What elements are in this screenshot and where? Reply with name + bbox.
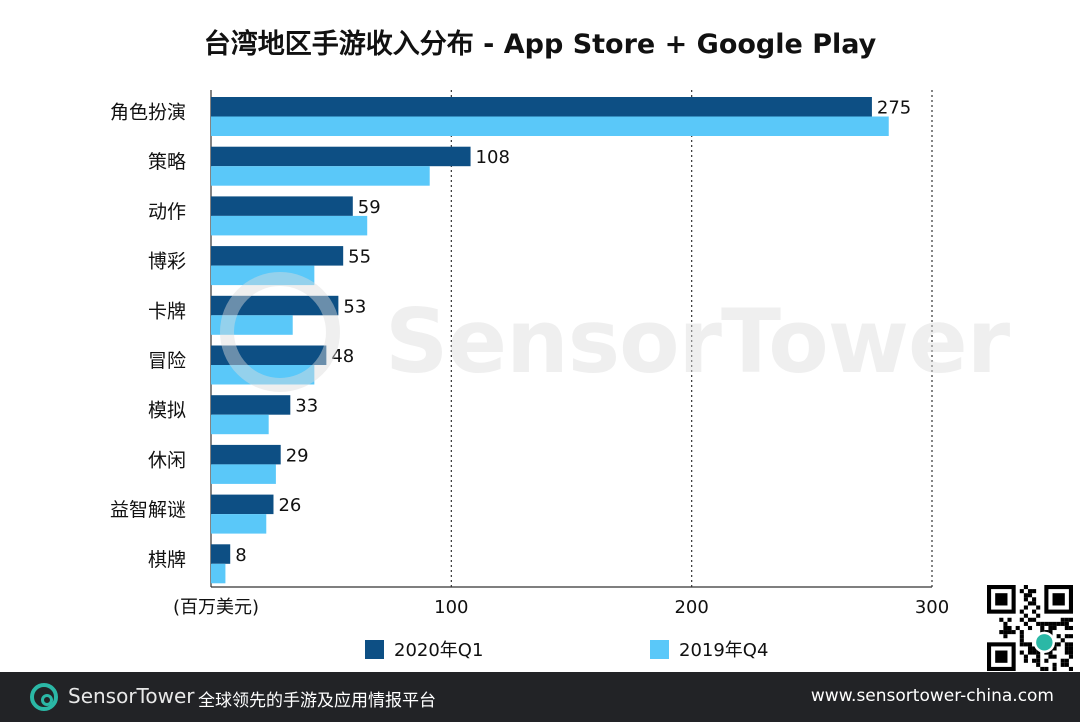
chart-title: 台湾地区手游收入分布 - App Store + Google Play: [203, 29, 877, 60]
category-label: 卡牌: [148, 300, 186, 322]
bar-chart: 角色扮演 275 策略 108 动作 59 博彩 55 卡牌 53 冒险 48 模拟 33 休闲 29 益智解谜…: [110, 90, 949, 661]
legend-label: 2020年Q1: [394, 640, 483, 661]
x-tick-label: 200: [674, 597, 708, 618]
bar-q1-2020: [211, 295, 339, 316]
bar-q1-2020: [211, 494, 274, 515]
footer-bar: SensorTower 全球领先的手游及应用情报平台 www.sensortow…: [0, 672, 1080, 722]
footer-brand: SensorTower: [68, 684, 195, 708]
legend-swatch: [650, 640, 669, 659]
footer-url[interactable]: www.sensortower-china.com: [810, 686, 1054, 706]
x-axis-label: (百万美元): [173, 597, 259, 618]
bar-q1-2020: [211, 97, 872, 117]
bar-q4-2019: [211, 563, 226, 584]
bar-q1-2020: [211, 196, 353, 216]
category-label: 休闲: [148, 449, 186, 471]
qr-code-icon: [987, 585, 1073, 671]
data-label: 59: [358, 197, 381, 218]
bar-q4-2019: [211, 414, 269, 435]
category-label: 益智解谜: [110, 499, 186, 521]
x-tick-label: 300: [915, 597, 949, 618]
legend-swatch: [365, 640, 384, 659]
bar-q4-2019: [211, 116, 889, 136]
category-label: 策略: [148, 151, 186, 173]
footer-slogan: 全球领先的手游及应用情报平台: [198, 691, 436, 711]
category-label: 角色扮演: [110, 102, 186, 124]
bar-q4-2019: [211, 315, 293, 335]
data-label: 26: [278, 495, 301, 516]
bar-q4-2019: [211, 215, 368, 236]
data-label: 8: [235, 545, 246, 566]
bar-q1-2020: [211, 444, 281, 465]
bar-q1-2020: [211, 146, 471, 167]
data-label: 48: [331, 346, 354, 367]
bar-q1-2020: [211, 345, 327, 365]
bar-q1-2020: [211, 544, 231, 564]
category-label: 棋牌: [148, 549, 186, 571]
bar-q1-2020: [211, 246, 344, 266]
data-label: 29: [286, 445, 309, 466]
category-label: 动作: [148, 201, 186, 223]
legend-label: 2019年Q4: [679, 640, 768, 661]
category-label: 博彩: [148, 251, 186, 273]
bar-q4-2019: [211, 464, 276, 484]
data-label: 53: [343, 296, 366, 317]
data-label: 33: [295, 396, 318, 417]
bar-q1-2020: [211, 395, 291, 415]
data-label: 108: [476, 147, 510, 168]
bar-q4-2019: [211, 365, 315, 385]
data-label: 55: [348, 247, 371, 268]
sensortower-logo-icon: [30, 683, 58, 711]
bar-q4-2019: [211, 514, 267, 534]
category-label: 冒险: [148, 350, 186, 372]
bar-q4-2019: [211, 166, 430, 186]
data-label: 275: [877, 98, 911, 119]
category-label: 模拟: [148, 400, 186, 422]
bar-q4-2019: [211, 265, 315, 286]
x-tick-label: 100: [434, 597, 468, 618]
